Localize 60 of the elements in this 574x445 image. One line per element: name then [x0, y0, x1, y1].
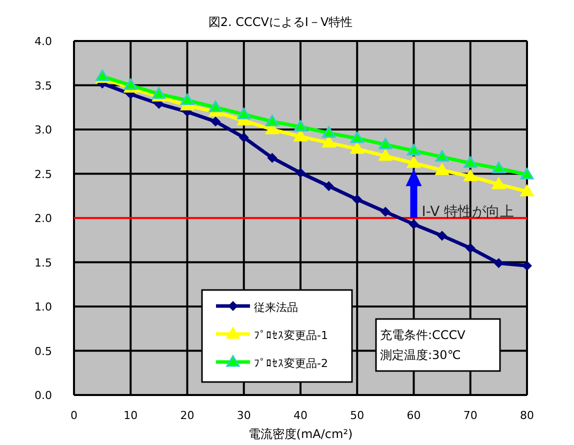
legend-label: ﾌﾟﾛｾｽ変更品-1 — [254, 329, 328, 342]
point — [492, 178, 506, 190]
point — [180, 94, 194, 106]
point — [437, 230, 448, 241]
point — [208, 100, 222, 112]
point — [238, 132, 249, 142]
point — [380, 206, 390, 217]
point — [324, 181, 334, 192]
point — [407, 144, 420, 156]
point — [407, 156, 420, 168]
point — [494, 258, 504, 268]
y-tick-label: 3.5 — [34, 79, 52, 92]
point — [124, 78, 138, 90]
point — [152, 87, 166, 99]
point — [492, 162, 506, 174]
chart-title: 図2. CCCVによるI－V特性 — [208, 15, 353, 29]
legend-label: 従来法品 — [254, 301, 298, 314]
y-tick-label: 4.0 — [34, 35, 52, 48]
x-tick-label: 0 — [70, 409, 78, 422]
point — [265, 114, 279, 126]
x-tick-label: 30 — [236, 409, 251, 422]
point — [237, 108, 251, 120]
y-tick-label: 3.0 — [34, 124, 52, 136]
point — [464, 170, 478, 182]
y-tick-label: 1.5 — [34, 256, 52, 270]
legend-label: ﾌﾟﾛｾｽ変更品-2 — [254, 357, 328, 370]
point — [322, 136, 336, 148]
point — [294, 130, 308, 142]
annotation: 充電条件:CCCV 測定温度:30℃ — [380, 328, 466, 362]
x-tick-label: 40 — [294, 409, 308, 422]
y-tick-label: 0.5 — [34, 344, 52, 358]
x-tick-label: 20 — [180, 409, 194, 422]
x-tick-label: 10 — [124, 409, 138, 422]
point — [350, 142, 364, 154]
point — [267, 152, 278, 163]
point — [522, 260, 532, 271]
y-tick-label: 1.0 — [34, 300, 52, 314]
point — [378, 149, 392, 161]
x-tick-label: 50 — [350, 409, 364, 422]
point — [210, 116, 221, 127]
x-tick-label: 60 — [406, 409, 421, 422]
point — [520, 184, 534, 196]
point — [296, 168, 306, 178]
y-tick-label: 0.0 — [34, 389, 52, 402]
point — [408, 219, 419, 230]
point — [378, 138, 392, 150]
point — [322, 126, 336, 138]
point — [352, 194, 362, 204]
point — [520, 168, 534, 180]
x-axis-title: 電流密度(mA/cm²) — [248, 427, 353, 441]
point — [350, 132, 364, 144]
point — [465, 243, 476, 254]
point — [294, 120, 308, 132]
point — [435, 163, 449, 175]
y-tick-label: 2.0 — [34, 212, 52, 225]
x-tick-label: 70 — [463, 409, 478, 422]
point — [435, 150, 449, 162]
y-tick-label: 2.5 — [34, 168, 52, 181]
x-tick-label: 80 — [520, 409, 534, 422]
point — [464, 156, 478, 168]
